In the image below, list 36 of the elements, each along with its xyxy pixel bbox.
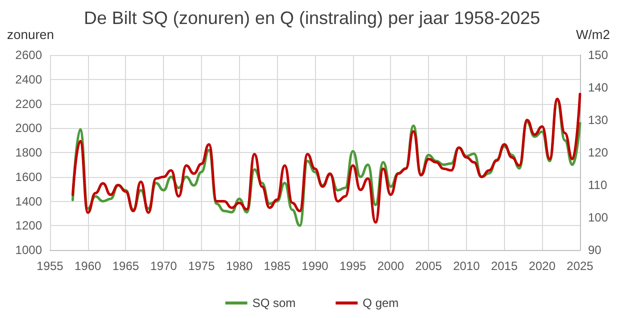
y-tick-label: 1600 <box>15 170 42 184</box>
y-tick-label: 1200 <box>15 218 42 233</box>
x-tick-label: 2025 <box>566 259 594 273</box>
y2-tick-label: 120 <box>588 146 608 160</box>
x-tick-label: 1980 <box>226 259 253 273</box>
y2-tick-label: 110 <box>588 178 608 192</box>
legend-label: Q gem <box>362 296 399 310</box>
x-tick-label: 2010 <box>453 259 480 273</box>
y-tick-label: 1000 <box>15 243 42 257</box>
y-tick-label: 1400 <box>15 194 42 208</box>
y-tick-label: 2400 <box>15 72 42 86</box>
x-tick-label: 1965 <box>112 259 140 273</box>
x-tick-label: 1960 <box>74 259 102 273</box>
x-tick-label: 1995 <box>340 259 367 273</box>
chart-title: De Bilt SQ (zonuren) en Q (instraling) per jaar 1958-2025 <box>84 8 540 28</box>
x-tick-label: 2015 <box>490 259 518 273</box>
y2-tick-label: 150 <box>588 48 608 62</box>
x-tick-label: 2020 <box>528 259 556 273</box>
legend-label: SQ som <box>252 296 296 310</box>
x-tick-label: 1985 <box>264 259 291 273</box>
y2-tick-label: 100 <box>588 210 608 224</box>
y2-tick-label: 130 <box>588 113 608 127</box>
y-tick-label: 1800 <box>15 146 42 160</box>
x-tick-label: 1975 <box>188 259 216 273</box>
y-tick-label: 2000 <box>15 121 42 136</box>
x-tick-label: 1990 <box>302 259 329 273</box>
y-tick-label: 2600 <box>15 48 42 62</box>
y2-axis-title: W/m2 <box>576 27 610 42</box>
x-tick-label: 1970 <box>150 259 178 273</box>
x-tick-label: 2005 <box>415 259 442 273</box>
y-axis-title: zonuren <box>7 27 54 42</box>
x-tick-label: 1955 <box>36 259 64 273</box>
y2-tick-label: 140 <box>588 80 608 94</box>
y2-tick-label: 90 <box>588 243 602 257</box>
y-tick-label: 2200 <box>15 96 42 111</box>
x-tick-label: 2000 <box>377 259 404 273</box>
